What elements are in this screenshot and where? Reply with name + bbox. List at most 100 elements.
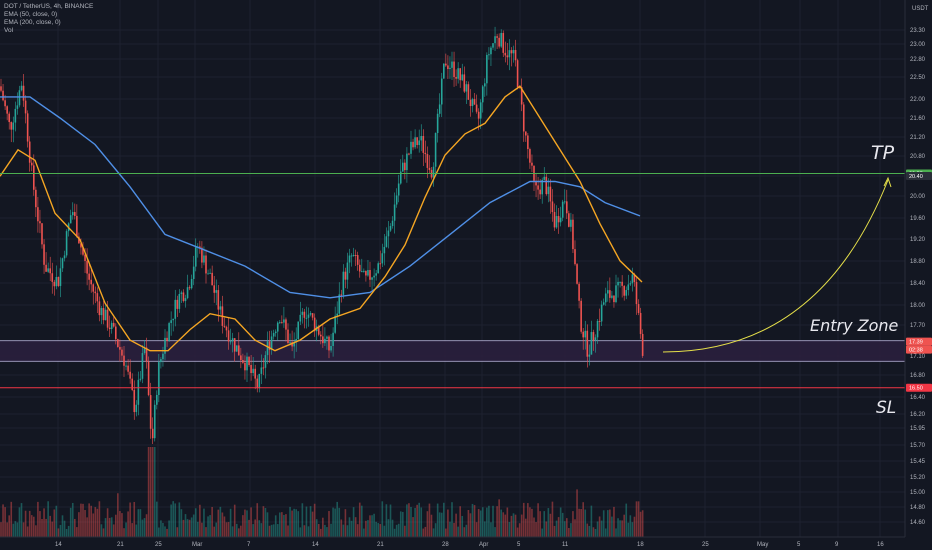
candle-body bbox=[369, 270, 371, 280]
time-tick-label: Mar bbox=[192, 542, 202, 548]
volume-bar bbox=[170, 504, 172, 537]
volume-bar bbox=[80, 503, 82, 537]
candle-body bbox=[112, 322, 115, 327]
volume-bar bbox=[225, 522, 228, 537]
candle-body bbox=[293, 342, 295, 347]
bar-timer-tag-bg bbox=[906, 345, 932, 354]
volume-bar bbox=[457, 526, 459, 537]
candle-body bbox=[184, 298, 187, 302]
candle-body bbox=[153, 404, 156, 439]
candle-body bbox=[8, 113, 10, 123]
candle-body bbox=[82, 247, 84, 255]
candle-body bbox=[274, 331, 277, 334]
volume-bar bbox=[613, 506, 615, 537]
candle-body bbox=[508, 50, 511, 58]
candle-body bbox=[402, 162, 404, 172]
volume-bar bbox=[49, 515, 51, 537]
volume-bar bbox=[566, 518, 568, 537]
candle-body bbox=[137, 379, 140, 405]
price-tick-label: 18.40 bbox=[910, 281, 926, 287]
volume-bar bbox=[248, 519, 250, 537]
volume-bar bbox=[141, 519, 144, 537]
candle-body bbox=[2, 90, 4, 101]
price-tick-label: 15.20 bbox=[910, 475, 926, 481]
symbol-line[interactable]: DOT / TetherUS, 4h, BINANCE bbox=[4, 3, 94, 10]
candle-body bbox=[125, 365, 127, 367]
time-axis[interactable]: 14 21 25 Mar 7 14 21 28 Apr 5 11 18 25 May 5 9 16 bbox=[0, 536, 932, 550]
volume-bar bbox=[422, 528, 425, 537]
volume-bar bbox=[305, 506, 308, 537]
candle-body bbox=[555, 216, 558, 228]
volume-bar bbox=[590, 505, 593, 537]
volume-bar bbox=[74, 518, 76, 537]
volume-bar bbox=[354, 517, 357, 537]
candle-body bbox=[557, 216, 560, 223]
volume-bar bbox=[133, 501, 136, 537]
volume-bar bbox=[199, 504, 201, 537]
candle-body bbox=[328, 336, 330, 351]
candle-body bbox=[420, 136, 423, 141]
volume-bar bbox=[541, 528, 543, 537]
candle-body bbox=[588, 354, 591, 357]
candle-body bbox=[469, 99, 472, 107]
volume-bar bbox=[496, 506, 498, 537]
price-tick-label: 15.70 bbox=[910, 443, 926, 449]
candle-body bbox=[322, 336, 324, 344]
volume-bar bbox=[340, 519, 343, 537]
volume-bar bbox=[504, 514, 507, 537]
price-tick-label: 16.80 bbox=[910, 373, 926, 379]
candle-body bbox=[235, 345, 238, 352]
volume-bar bbox=[627, 522, 630, 537]
candle-body bbox=[201, 247, 203, 263]
candle-body bbox=[496, 36, 498, 38]
volume-bar bbox=[531, 508, 533, 537]
candle-body bbox=[461, 74, 464, 81]
ema50-legend[interactable]: EMA (50, close, 0) bbox=[4, 11, 58, 18]
candle-body bbox=[217, 290, 220, 310]
price-tick-label: 22.80 bbox=[910, 57, 926, 63]
candle-body bbox=[367, 270, 369, 276]
volume-bar bbox=[20, 503, 23, 537]
candle-body bbox=[527, 135, 529, 150]
volume-bar bbox=[276, 524, 279, 537]
volume-bar bbox=[266, 512, 269, 537]
volume-bar bbox=[555, 520, 558, 537]
candle-body bbox=[539, 189, 541, 195]
volume-bar bbox=[233, 504, 236, 537]
volume-bar bbox=[139, 509, 142, 537]
volume-bar bbox=[598, 516, 601, 537]
volume-bar bbox=[235, 523, 238, 537]
candle-body bbox=[61, 258, 64, 269]
volume-bar bbox=[12, 523, 15, 537]
candle-body bbox=[65, 231, 68, 256]
candle-body bbox=[192, 266, 195, 279]
candle-body bbox=[88, 273, 90, 280]
ema200-legend[interactable]: EMA (200, close, 0) bbox=[4, 19, 61, 26]
volume-legend[interactable]: Vol bbox=[4, 27, 14, 34]
candle-body bbox=[170, 320, 172, 324]
volume-bar bbox=[529, 507, 531, 537]
candle-body bbox=[338, 294, 341, 314]
candle-body bbox=[377, 263, 379, 274]
candle-body bbox=[545, 176, 548, 195]
candle-body bbox=[108, 327, 111, 330]
candle-body bbox=[455, 77, 457, 79]
volume-bar bbox=[574, 519, 576, 537]
volume-bar bbox=[479, 510, 482, 537]
candle-body bbox=[541, 179, 543, 195]
candle-body bbox=[568, 213, 570, 227]
candle-body bbox=[320, 334, 322, 337]
volume-bar bbox=[135, 524, 138, 537]
volume-bar bbox=[30, 515, 33, 537]
entry-zone-annotation: Entry Zone bbox=[810, 316, 899, 335]
volume-bar bbox=[623, 514, 625, 537]
volume-bar bbox=[516, 527, 519, 537]
price-axis[interactable]: USDT 23.30 23.00 22.80 22.50 22.00 21.60 21.20 2… bbox=[904, 0, 932, 550]
candle-body bbox=[59, 268, 62, 286]
volume-bar bbox=[522, 502, 525, 537]
volume-bar bbox=[151, 447, 154, 537]
volume-bar bbox=[346, 525, 349, 537]
price-tick-label: 19.60 bbox=[910, 216, 926, 222]
volume-bar bbox=[63, 520, 66, 537]
